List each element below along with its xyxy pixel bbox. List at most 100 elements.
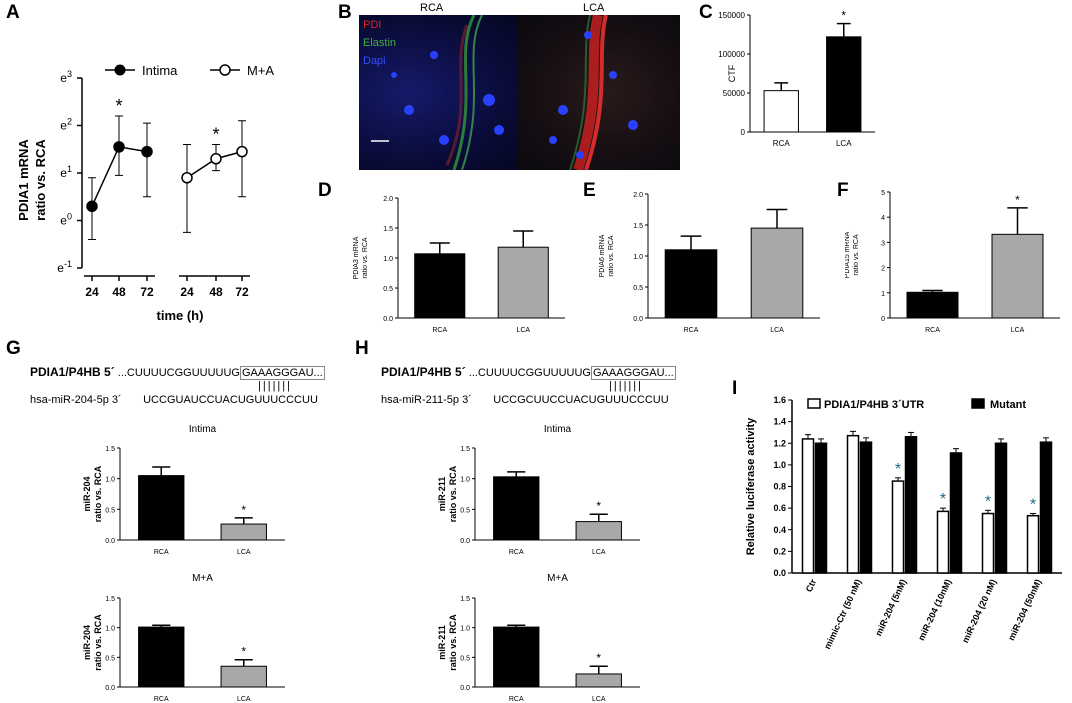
y-tick-label: 1.6: [773, 395, 786, 405]
y-tick-label: 0.0: [773, 568, 786, 578]
bar-mutant: [859, 441, 873, 574]
significance-star: *: [596, 651, 601, 665]
panel-label-f: F: [837, 180, 849, 201]
bar-lca: [575, 521, 622, 541]
x-tick-label: RCA: [773, 139, 791, 148]
bar-lca: [575, 673, 622, 688]
bar-utr: [981, 512, 995, 574]
chart-title: M+A: [547, 573, 568, 584]
y-tick-label: 0.6: [773, 503, 786, 513]
data-point: [236, 145, 248, 158]
y-tick-label: e1: [60, 164, 72, 180]
y-tick-label: 1.0: [460, 626, 470, 633]
significance-star: *: [212, 125, 219, 145]
significance-star: *: [1015, 193, 1020, 207]
legend-marker: [219, 64, 231, 76]
y-tick-label: 0.5: [460, 507, 470, 514]
y-tick-label: 0.0: [383, 316, 393, 323]
bar-rca: [493, 476, 540, 541]
y-axis-label: ratio vs. RCA: [93, 465, 103, 522]
y-tick-label: 2: [881, 266, 885, 273]
bar-rca: [414, 253, 466, 319]
y-tick-label: 0.2: [773, 546, 786, 556]
chart-title: M+A: [192, 573, 213, 584]
y-tick-label: 1.0: [105, 477, 115, 484]
y-axis-label: CTF: [727, 64, 737, 82]
y-axis-label: Relative luciferase activity: [745, 417, 757, 555]
x-tick-label: RCA: [684, 327, 699, 334]
mic-title-rca: RCA: [420, 2, 444, 14]
significance-star: *: [895, 461, 901, 478]
y-tick-label: 1.5: [633, 223, 643, 230]
y-axis-label: ratio vs. RCA: [362, 237, 369, 279]
y-axis-label: ratio vs. RCA: [448, 465, 458, 522]
x-tick-label: RCA: [154, 696, 169, 703]
bar-lca: [497, 246, 549, 319]
significance-star: *: [596, 499, 601, 513]
mirna-label-g: hsa-miR-204-5p 3´: [30, 394, 122, 406]
significance-star: *: [841, 9, 846, 23]
y-tick-label: 5: [881, 190, 885, 197]
y-tick-label: e2: [60, 117, 72, 133]
bar-rca: [763, 90, 799, 133]
sequence-h: PDIA1/P4HB 5´ ...CUUUUCGGUUUUUG GAAAGGGAU…: [381, 365, 676, 406]
bar-lca: [750, 227, 804, 319]
x-tick-label: 72: [235, 285, 249, 299]
bar-rca: [664, 249, 718, 319]
panel-label-b: B: [338, 2, 352, 23]
bar-lca: [826, 36, 862, 133]
y-tick-label: 1.5: [460, 596, 470, 603]
chart-d-bar: 0.0 0.5 1.0 1.5 2.0 RCA LCA PDIA3 mRNA ratio vs.…: [353, 196, 565, 334]
y-axis-label: ratio vs. RCA: [33, 139, 48, 221]
y-tick-label: 1.5: [460, 446, 470, 453]
x-tick-label: RCA: [509, 696, 524, 703]
y-axis-label: PDIA3 mRNA: [353, 236, 360, 279]
y-tick-label: 0.0: [633, 316, 643, 323]
panel-label-g: G: [6, 338, 21, 359]
y-axis-label: miR-211: [437, 625, 447, 660]
y-tick-label: 100000: [718, 50, 745, 59]
panel-label-c: C: [699, 2, 713, 23]
chart-h-intima-bar: 0.0 0.5 1.0 1.5 RCA LCA * miR-211 ratio vs. RCA I…: [437, 424, 640, 556]
y-tick-label: 50000: [723, 89, 746, 98]
y-tick-label: 1.0: [460, 477, 470, 484]
bar-utr: [801, 438, 815, 574]
microscopy-image-lca: [518, 15, 680, 170]
pairs-h: |||||||: [609, 380, 644, 392]
chart-e-bar: 0.0 0.5 1.0 1.5 2.0 RCA LCA PDIA6 mRNA ratio vs.…: [599, 192, 820, 334]
y-tick-label: 2.0: [383, 196, 393, 203]
y-tick-label: 1.0: [633, 254, 643, 261]
y-tick-label: 0.8: [773, 482, 786, 492]
sequence-g: PDIA1/P4HB 5´ ...CUUUUCGGUUUUUG GAAAGGGAU…: [30, 365, 325, 406]
mirna-seq-h: UCCGCUUCCUACUGUUUCCCUU: [493, 394, 669, 406]
bar-rca: [493, 626, 540, 688]
y-tick-label: 0.5: [460, 655, 470, 662]
x-tick-label: LCA: [770, 327, 784, 334]
y-tick-label: e3: [60, 69, 72, 85]
y-axis-label: ratio vs. RCA: [448, 614, 458, 671]
y-tick-label: 0.5: [105, 655, 115, 662]
bar-lca: [220, 523, 267, 541]
legend-marker: [114, 64, 126, 76]
y-axis-label: miR-211: [437, 477, 447, 512]
significance-star: *: [985, 493, 991, 510]
x-tick-label: 24: [180, 285, 194, 299]
x-tick-label: RCA: [509, 549, 524, 556]
x-tick-label: Ctr: [804, 577, 819, 593]
panel-label-h: H: [355, 338, 369, 359]
mirna-label-h: hsa-miR-211-5p 3´: [381, 394, 472, 406]
x-tick-label: LCA: [516, 327, 530, 334]
legend-elastin: Elastin: [363, 37, 397, 49]
data-point: [86, 200, 98, 212]
y-axis-label: ratio vs. RCA: [608, 235, 615, 277]
bar-rca: [906, 291, 959, 319]
gene-label-h: PDIA1/P4HB 5´: [381, 365, 466, 379]
bar-rca: [138, 626, 185, 688]
chart-h-ma-bar: 0.0 0.5 1.0 1.5 RCA LCA * miR-211 ratio vs. RCA M…: [437, 573, 640, 703]
bar-mutant: [994, 442, 1008, 574]
y-tick-label: 1.5: [105, 596, 115, 603]
seed-box-g: GAAAGGGAU...: [240, 366, 325, 380]
y-axis-label: miR-204: [82, 476, 92, 511]
bar-mutant: [949, 452, 963, 574]
y-tick-label: 0.0: [460, 538, 470, 545]
